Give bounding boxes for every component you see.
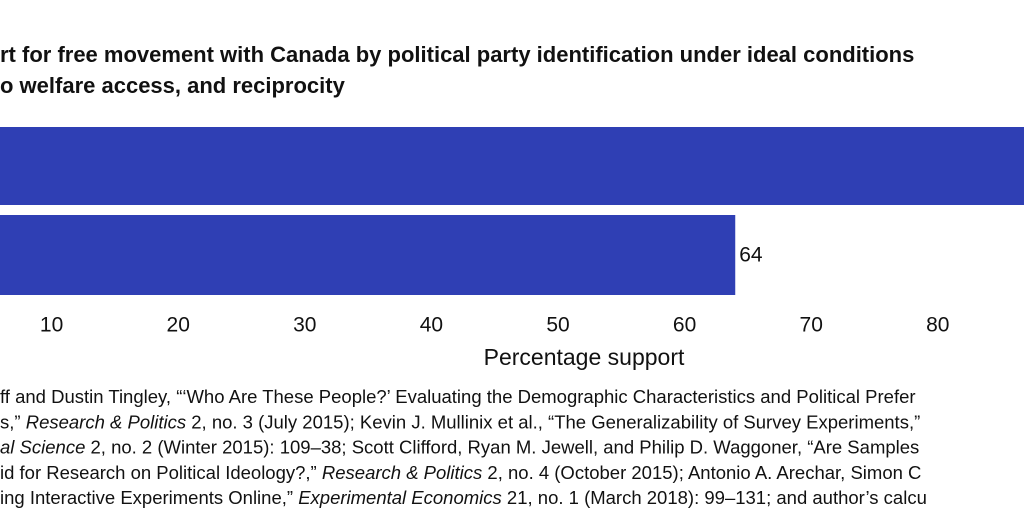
source-segment: 2, no. 4 (October 2015); Antonio A. Arec… — [482, 462, 921, 483]
x-tick-label: 20 — [167, 314, 190, 337]
source-note: al Science 2, no. 2 (Winter 2015): 109–3… — [0, 436, 919, 457]
chart-title: rt for free movement with Canada by poli… — [0, 42, 914, 67]
source-note: ff and Dustin Tingley, “‘Who Are These P… — [0, 386, 916, 407]
source-segment: Research & Politics — [26, 411, 186, 432]
x-tick-label: 50 — [546, 314, 569, 337]
bar — [0, 127, 1024, 205]
source-segment: id for Research on Political Ideology?,” — [0, 462, 322, 483]
x-tick-label: 60 — [673, 314, 696, 337]
source-segment: 2, no. 2 (Winter 2015): 109–38; Scott Cl… — [85, 436, 919, 457]
x-tick-label: 70 — [800, 314, 823, 337]
source-segment: Experimental Economics — [298, 487, 502, 508]
x-tick-label: 10 — [40, 314, 63, 337]
source-note: ing Interactive Experiments Online,” Exp… — [0, 487, 927, 508]
source-segment: al Science — [0, 436, 85, 457]
x-tick-label: 30 — [293, 314, 316, 337]
x-tick-label: 80 — [926, 314, 949, 337]
source-segment: ing Interactive Experiments Online,” — [0, 487, 298, 508]
chart-title: o welfare access, and reciprocity — [0, 73, 346, 98]
source-segment: ff and Dustin Tingley, “‘Who Are These P… — [0, 386, 916, 407]
bar — [0, 215, 736, 295]
source-note: s,” Research & Politics 2, no. 3 (July 2… — [0, 411, 920, 432]
x-tick-label: 40 — [420, 314, 443, 337]
source-note: id for Research on Political Ideology?,”… — [0, 462, 921, 483]
source-segment: 21, no. 1 (March 2018): 99–131; and auth… — [502, 487, 927, 508]
source-segment: s,” — [0, 411, 26, 432]
x-axis-label: Percentage support — [484, 344, 685, 370]
source-segment: Research & Politics — [322, 462, 482, 483]
data-label: 64 — [739, 244, 763, 267]
source-segment: 2, no. 3 (July 2015); Kevin J. Mullinix … — [186, 411, 920, 432]
